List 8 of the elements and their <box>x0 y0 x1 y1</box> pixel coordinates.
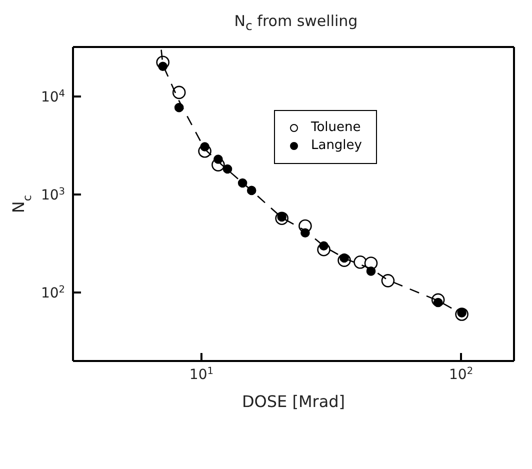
legend-label: Langley <box>310 137 362 155</box>
legend-label: Toluene <box>310 119 361 137</box>
x-axis-title: DOSE [Mrad] <box>242 392 346 411</box>
chart-title: N$_{c}$ from swelling <box>233 12 359 33</box>
y-tick-label: 10$^{2}$ <box>40 284 65 302</box>
y-tick-label: 10$^{4}$ <box>40 88 65 106</box>
x-tick-label: 10$^{1}$ <box>189 366 214 383</box>
y-tick-label: 10$^{3}$ <box>40 186 65 204</box>
